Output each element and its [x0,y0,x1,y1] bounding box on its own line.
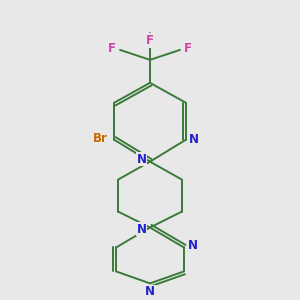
Text: Br: Br [93,132,108,145]
Text: N: N [188,239,198,253]
Text: N: N [136,153,147,166]
Text: F: F [108,42,116,55]
Text: N: N [136,223,147,236]
Text: N: N [189,133,199,146]
Text: N: N [145,285,155,298]
Text: F: F [184,42,192,55]
Text: F: F [146,34,154,47]
